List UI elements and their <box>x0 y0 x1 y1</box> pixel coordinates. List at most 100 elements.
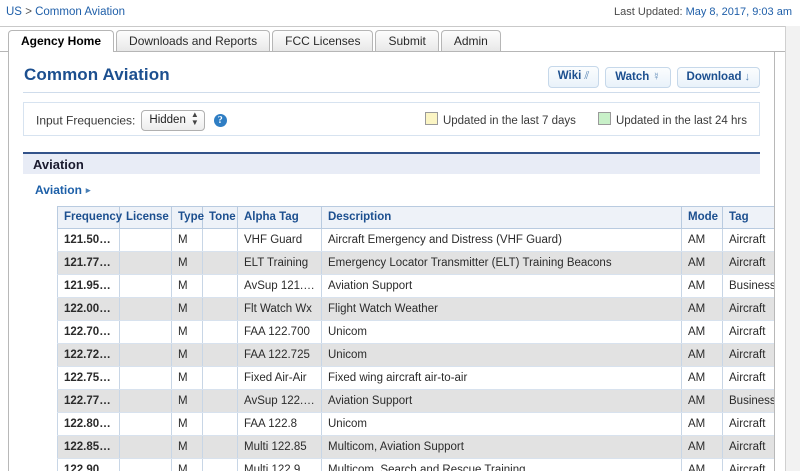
cell-description: Aviation Support <box>321 389 682 413</box>
section-breadcrumb-link[interactable]: Aviation <box>35 183 82 197</box>
cell-license <box>119 458 172 471</box>
cell-tone <box>202 343 238 367</box>
cell-description: Aviation Support <box>321 274 682 298</box>
column-header-frequency[interactable]: Frequency <box>57 206 122 229</box>
cell-license <box>119 343 172 367</box>
cell-alpha-tag: FAA 122.725 <box>237 343 322 367</box>
cell-alpha-tag: Fixed Air-Air <box>237 366 322 390</box>
column-header-description[interactable]: Description <box>321 206 682 229</box>
cell-license <box>119 297 172 321</box>
cell-license <box>119 435 172 459</box>
cell-tag: Aircraft <box>722 366 774 390</box>
cell-mode: AM <box>681 297 723 321</box>
column-header-alpha-tag[interactable]: Alpha Tag <box>237 206 322 229</box>
watch-button-label: Watch <box>615 70 650 83</box>
cell-tone <box>202 251 238 275</box>
cell-frequency: 122.90000 <box>57 458 120 471</box>
cell-type: M <box>171 366 203 390</box>
cell-license <box>119 251 172 275</box>
watch-eye-icon: ☿ <box>652 70 661 83</box>
legend-item-24-hrs: Updated in the last 24 hrs <box>597 112 747 127</box>
top-bar: US > Common Aviation Last Updated: May 8… <box>0 0 800 27</box>
table-row[interactable]: 122.72500 M FAA 122.725 Unicom AM Aircraft <box>57 343 774 367</box>
wiki-button[interactable]: Wiki ⫽ <box>547 66 600 88</box>
cell-type: M <box>171 251 203 275</box>
cell-description: Aircraft Emergency and Distress (VHF Gua… <box>321 228 682 252</box>
cell-tag: Aircraft <box>722 297 774 321</box>
input-frequencies-select[interactable]: Hidden ▲ ▼ <box>141 110 205 131</box>
cell-mode: AM <box>681 366 723 390</box>
table-row[interactable]: 122.00000 M Flt Watch Wx Flight Watch Weath… <box>57 297 774 321</box>
table-row[interactable]: 121.95000 M AvSup 121.95 Aviation Support AM… <box>57 274 774 298</box>
right-scroll-gutter[interactable] <box>785 26 800 471</box>
breadcrumb: US > Common Aviation <box>6 6 125 18</box>
wiki-button-label: Wiki <box>557 70 582 82</box>
table-row[interactable]: 122.80000 M FAA 122.8 Unicom AM Aircraft <box>57 412 774 436</box>
cell-tone <box>202 366 238 390</box>
filter-bar: Input Frequencies: Hidden ▲ ▼? Updated in t… <box>23 102 760 136</box>
tab-agency-home[interactable]: Agency Home <box>8 30 115 52</box>
title-divider <box>23 92 760 93</box>
cell-type: M <box>171 320 203 344</box>
legend-label-24-hrs: Updated in the last 24 hrs <box>615 115 747 127</box>
cell-license <box>119 274 172 298</box>
tab-strip: Agency Home Downloads and Reports FCC Lice… <box>0 27 800 52</box>
input-frequencies-control: Input Frequencies: Hidden ▲ ▼? <box>36 110 227 131</box>
tab-submit[interactable]: Submit <box>375 30 439 51</box>
breadcrumb-link-us[interactable]: US <box>6 6 22 18</box>
last-updated-label: Last Updated: <box>614 6 683 18</box>
cell-frequency: 122.80000 <box>57 412 120 436</box>
cell-type: M <box>171 274 203 298</box>
table-row[interactable]: 121.50000 M VHF Guard Aircraft Emergency an… <box>57 228 774 252</box>
tab-admin[interactable]: Admin <box>440 30 501 51</box>
cell-tone <box>202 320 238 344</box>
cell-type: M <box>171 435 203 459</box>
panel-inner: Common Aviation Wiki ⫽ Watch ☿ Download ↓ Inp… <box>9 52 774 471</box>
column-header-mode[interactable]: Mode <box>681 206 723 229</box>
table-row[interactable]: 122.70000 M FAA 122.700 Unicom AM Aircraft <box>57 320 774 344</box>
table-header-row: Frequency License Type Tone Alpha Tag De… <box>57 206 774 229</box>
cell-alpha-tag: FAA 122.700 <box>237 320 322 344</box>
cell-frequency: 122.00000 <box>57 297 120 321</box>
cell-mode: AM <box>681 389 723 413</box>
column-header-tag[interactable]: Tag <box>722 206 774 229</box>
table-row[interactable]: 122.85000 M Multi 122.85 Multicom, Aviation… <box>57 435 774 459</box>
main-panel: Common Aviation Wiki ⫽ Watch ☿ Download ↓ Inp… <box>8 52 775 471</box>
frequency-table: Frequency License Type Tone Alpha Tag De… <box>57 206 774 471</box>
column-header-tone[interactable]: Tone <box>202 206 238 229</box>
cell-tone <box>202 435 238 459</box>
column-header-license[interactable]: License <box>119 206 172 229</box>
breadcrumb-link-current[interactable]: Common Aviation <box>35 6 126 18</box>
cell-frequency: 121.50000 <box>57 228 120 252</box>
legend-swatch-yellow <box>424 112 438 125</box>
download-button[interactable]: Download ↓ <box>676 66 760 88</box>
frequency-table-head: Frequency License Type Tone Alpha Tag De… <box>57 206 774 229</box>
cell-tone <box>202 274 238 298</box>
table-row[interactable]: 122.77500 M AvSup 122.775 Aviation Support A… <box>57 389 774 413</box>
section-breadcrumb: Aviation ▸ <box>35 183 762 197</box>
frequency-table-wrap: Frequency License Type Tone Alpha Tag De… <box>57 206 774 471</box>
last-updated-value: May 8, 2017, 9:03 am <box>685 6 792 18</box>
table-row[interactable]: 122.75000 M Fixed Air-Air Fixed wing aircra… <box>57 366 774 390</box>
tab-downloads-and-reports[interactable]: Downloads and Reports <box>116 30 271 51</box>
cell-mode: AM <box>681 343 723 367</box>
column-header-type[interactable]: Type <box>171 206 204 229</box>
cell-tag: Aircraft <box>722 228 774 252</box>
wiki-icon: ⫽ <box>584 70 590 82</box>
cell-alpha-tag: ELT Training <box>237 251 322 275</box>
cell-license <box>119 389 172 413</box>
tab-fcc-licenses[interactable]: FCC Licenses <box>272 30 374 51</box>
watch-button[interactable]: Watch ☿ <box>605 66 671 88</box>
caret-right-icon: ▸ <box>85 185 91 195</box>
cell-license <box>119 320 172 344</box>
cell-type: M <box>171 228 203 252</box>
last-updated: Last Updated: May 8, 2017, 9:03 am <box>614 6 792 18</box>
legend-swatch-green <box>597 112 611 125</box>
cell-tag: Business <box>722 389 774 413</box>
table-row[interactable]: 121.77500 M ELT Training Emergency Locator … <box>57 251 774 275</box>
input-frequencies-label: Input Frequencies: <box>36 113 136 128</box>
cell-mode: AM <box>681 458 723 471</box>
table-row[interactable]: 122.90000 M Multi 122.9 Multicom, Search an… <box>57 458 774 471</box>
help-icon[interactable]: ? <box>213 114 227 127</box>
